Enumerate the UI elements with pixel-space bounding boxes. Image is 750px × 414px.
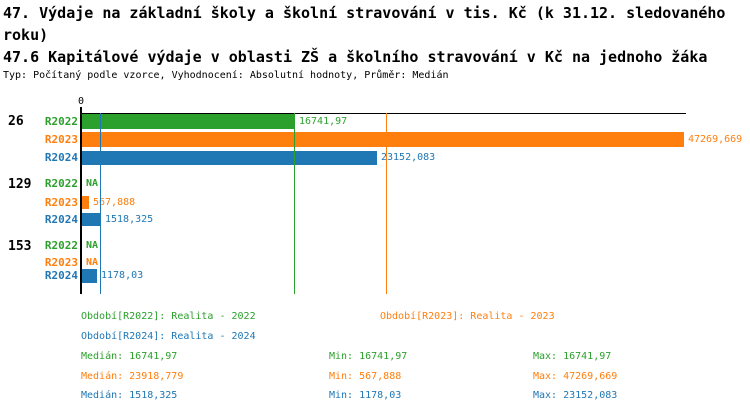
- stat-R2023-max: Max: 47269,669: [533, 371, 618, 382]
- row-label-129-R2024: R2024: [44, 212, 78, 226]
- chart-meta: Typ: Počítaný podle vzorce, Vyhodnocení:…: [3, 70, 449, 81]
- legend-item-R2023: Období[R2023]: Realita - 2023: [380, 311, 555, 322]
- legend-item-R2024: Období[R2024]: Realita - 2024: [81, 331, 256, 342]
- group-label-129: 129: [8, 177, 32, 192]
- bar-26-R2023: [82, 132, 684, 147]
- row-label-26-R2022: R2022: [44, 114, 78, 128]
- page-title: 47. Výdaje na základní školy a školní st…: [3, 4, 726, 44]
- bar-value-129-R2024: 1518,325: [105, 213, 154, 225]
- bar-value-129-R2023: 567,888: [93, 196, 136, 208]
- bar-153-R2024: [82, 269, 97, 283]
- x-axis-line: [80, 113, 686, 114]
- stat-R2024-min: Min: 1178,03: [329, 390, 402, 401]
- group-label-153: 153: [8, 239, 32, 254]
- stat-R2022-max: Max: 16741,97: [533, 351, 612, 362]
- na-label-153-R2022: NA: [86, 239, 99, 251]
- median-line-R2024: [100, 113, 101, 294]
- stat-R2022-median: Medián: 16741,97: [81, 351, 178, 362]
- row-label-153-R2023: R2023: [44, 255, 78, 269]
- stat-R2023-min: Min: 567,888: [329, 371, 402, 382]
- bar-26-R2022: [82, 114, 295, 129]
- row-label-153-R2024: R2024: [44, 269, 78, 282]
- chart-subtitle: 47.6 Kapitálové výdaje v oblasti ZŠ a šk…: [3, 48, 708, 66]
- median-line-R2022: [294, 113, 295, 294]
- bar-129-R2023: [82, 196, 89, 209]
- stat-R2024-max: Max: 23152,083: [533, 390, 618, 401]
- na-label-153-R2023: NA: [86, 256, 99, 268]
- stat-R2023-median: Medián: 23918,779: [81, 371, 184, 382]
- na-label-129-R2022: NA: [86, 177, 99, 189]
- report-header: 47. Výdaje na základní školy a školní st…: [3, 2, 749, 82]
- bar-26-R2024: [82, 151, 377, 165]
- bar-value-26-R2022: 16741,97: [299, 115, 348, 127]
- median-line-R2023: [386, 113, 387, 294]
- bar-129-R2024: [82, 213, 101, 226]
- bar-value-26-R2023: 47269,669: [688, 133, 743, 145]
- y-axis-line: [80, 107, 82, 294]
- row-label-26-R2023: R2023: [44, 132, 78, 146]
- legend-item-R2022: Období[R2022]: Realita - 2022: [81, 311, 256, 322]
- row-label-129-R2022: R2022: [44, 176, 78, 190]
- bar-value-153-R2024: 1178,03: [101, 270, 144, 281]
- row-label-153-R2022: R2022: [44, 238, 78, 252]
- row-label-129-R2023: R2023: [44, 195, 78, 209]
- x-axis-zero-label: 0: [77, 96, 85, 107]
- group-label-26: 26: [8, 114, 24, 129]
- row-label-26-R2024: R2024: [44, 151, 78, 164]
- stat-R2024-median: Medián: 1518,325: [81, 390, 178, 401]
- bar-value-26-R2024: 23152,083: [381, 152, 436, 163]
- stat-R2022-min: Min: 16741,97: [329, 351, 408, 362]
